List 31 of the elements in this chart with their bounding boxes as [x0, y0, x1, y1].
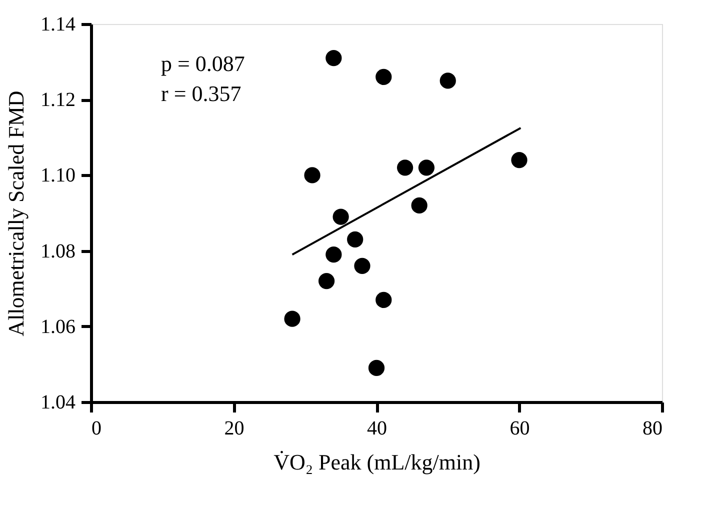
point: [440, 72, 456, 89]
x-tick-label: 40: [367, 418, 387, 440]
point: [347, 231, 364, 248]
y-tick-label: 1.08: [40, 240, 76, 262]
annotation: r = 0.357: [161, 81, 242, 106]
y-tick-label: 1.06: [40, 316, 76, 338]
point: [396, 160, 414, 176]
point: [354, 258, 370, 274]
x-tick-label: 0: [92, 418, 102, 440]
annotation: p = 0.087: [161, 51, 245, 76]
y-tick-label: 1.04: [40, 392, 76, 414]
point: [332, 208, 349, 225]
x-tick-label: 60: [510, 418, 530, 440]
point: [318, 272, 335, 290]
x-tick-label: 80: [642, 418, 662, 440]
point: [326, 50, 342, 66]
point: [411, 197, 428, 214]
point: [326, 246, 342, 263]
y-tick-label: 1.10: [40, 164, 76, 187]
point: [418, 160, 435, 176]
point: [368, 360, 385, 376]
point: [304, 167, 320, 184]
y-tick-label: 1.14: [40, 14, 76, 36]
point: [284, 310, 300, 327]
x-tick-label: 20: [224, 418, 244, 440]
point: [511, 152, 528, 168]
point: [376, 292, 392, 308]
x-axis-title: V̇O₂ Peak (mL/kg/min): [274, 450, 480, 474]
y-tick-label: 1.12: [40, 89, 76, 112]
point: [376, 68, 392, 85]
y-axis-title: Allometrically Scaled FMD: [4, 90, 28, 336]
